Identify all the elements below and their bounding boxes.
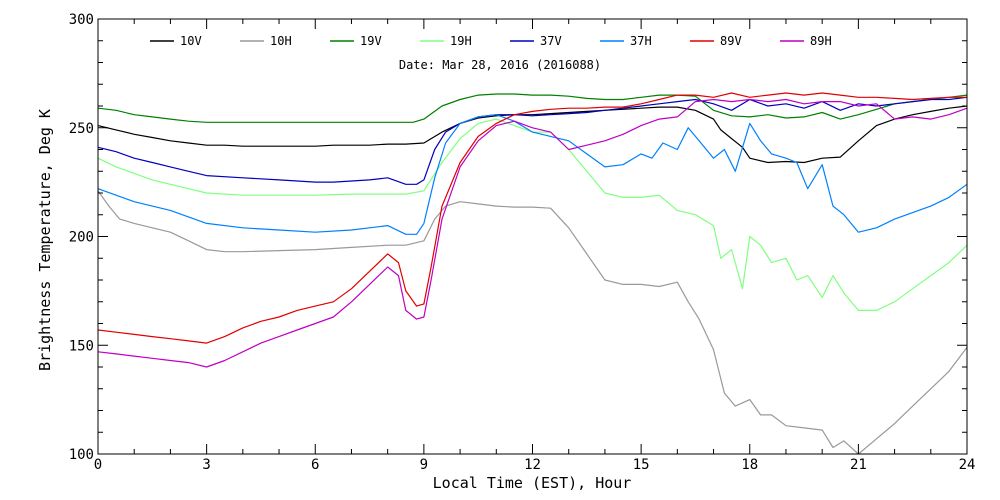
y-tick-label: 150 (69, 338, 94, 354)
series-line-10H (97, 190, 968, 455)
x-tick-label: 3 (202, 457, 210, 473)
series-line-10V (97, 105, 968, 164)
x-tick-label: 24 (959, 457, 976, 473)
series-layer (97, 92, 968, 455)
y-tick-label: 300 (69, 12, 94, 28)
legend-label-89V: 89V (720, 34, 742, 48)
x-tick-label: 18 (741, 457, 758, 473)
axes-layer: 0 3 6 9 12 15 18 21 24 100 150 200 250 300 (69, 12, 976, 473)
x-tick-label: 6 (311, 457, 319, 473)
legend-label-19V: 19V (360, 34, 382, 48)
y-tick-label: 100 (69, 447, 94, 463)
x-tick-label: 9 (420, 457, 428, 473)
series-line-19H (97, 118, 968, 311)
series-line-37V (97, 96, 968, 185)
y-tick-label: 250 (69, 121, 94, 137)
series-line-89V (97, 92, 967, 344)
legend-label-89H: 89H (810, 34, 832, 48)
series-line-19V (97, 93, 968, 123)
x-axis-title: Local Time (EST), Hour (433, 474, 632, 492)
legend-label-10H: 10H (270, 34, 292, 48)
legend-label-37H: 37H (630, 34, 652, 48)
date-label: Date: Mar 28, 2016 (2016088) (399, 58, 601, 72)
legend-label-37V: 37V (540, 34, 562, 48)
x-tick-label: 0 (94, 457, 102, 473)
legend-label-19H: 19H (450, 34, 472, 48)
legend: 10V 10H 19V 19H 37V 37H 89V 89H (150, 34, 832, 48)
x-tick-label: 12 (524, 457, 541, 473)
legend-label-10V: 10V (180, 34, 202, 48)
y-tick-label: 200 (69, 230, 94, 246)
x-tick-label: 21 (850, 457, 867, 473)
series-line-89H (97, 98, 968, 368)
y-axis-title: Brightness Temperature, Deg K (36, 109, 54, 371)
x-tick-label: 15 (633, 457, 650, 473)
series-line-37H (97, 114, 968, 235)
